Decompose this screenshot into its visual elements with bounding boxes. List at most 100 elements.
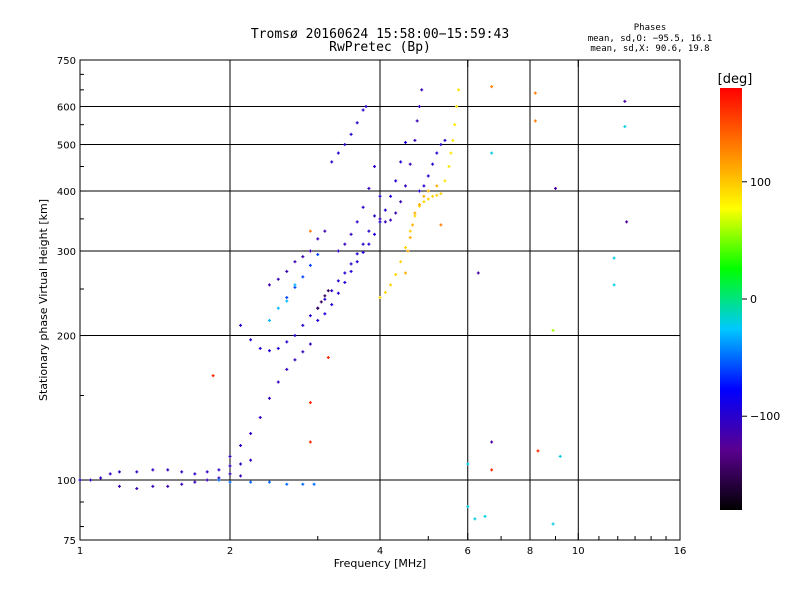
data-point bbox=[239, 462, 243, 466]
data-point bbox=[449, 151, 453, 155]
data-point bbox=[417, 105, 421, 109]
y-tick-label: 500 bbox=[57, 141, 76, 152]
y-tick-label: 400 bbox=[57, 187, 76, 198]
chart-title: Tromsø 20160624 15:58:00−15:59:43 bbox=[250, 27, 510, 42]
data-point bbox=[308, 229, 312, 233]
legend-mean-o: mean, sd,O: −95.5, 16.1 bbox=[587, 34, 713, 44]
legend-title: Phases bbox=[633, 23, 667, 33]
data-point bbox=[551, 522, 555, 526]
data-point bbox=[394, 273, 398, 277]
data-point bbox=[408, 236, 412, 240]
data-point bbox=[336, 151, 340, 155]
data-point bbox=[403, 271, 407, 275]
data-point bbox=[447, 164, 451, 168]
data-point bbox=[239, 323, 243, 327]
data-point bbox=[323, 312, 327, 316]
data-point bbox=[431, 194, 435, 198]
data-point bbox=[228, 464, 232, 468]
data-point bbox=[466, 462, 470, 466]
data-point bbox=[455, 105, 459, 109]
data-point bbox=[285, 299, 289, 303]
data-point bbox=[349, 232, 353, 236]
data-point bbox=[308, 314, 312, 318]
axis-ticks: 1 2 4 6 8 10 16 75 100 200 300 400 500 600 750 bbox=[57, 56, 686, 557]
grid bbox=[80, 60, 680, 540]
data-point bbox=[453, 123, 457, 127]
data-point bbox=[361, 250, 365, 254]
data-point bbox=[205, 478, 209, 482]
data-point bbox=[373, 164, 377, 168]
x-tick-label: 1 bbox=[77, 546, 83, 557]
data-point bbox=[361, 205, 365, 209]
data-point bbox=[151, 468, 155, 472]
data-point bbox=[623, 99, 627, 103]
data-point bbox=[336, 249, 340, 253]
data-point bbox=[623, 125, 627, 129]
data-point bbox=[435, 184, 439, 188]
legend-mean-x: mean, sd,X: 90.6, 19.8 bbox=[590, 44, 710, 54]
data-point bbox=[249, 432, 253, 436]
data-point bbox=[312, 482, 316, 486]
data-point bbox=[426, 197, 430, 201]
data-point bbox=[373, 232, 377, 236]
data-point bbox=[551, 328, 555, 332]
data-point bbox=[490, 85, 494, 89]
x-tick-label: 2 bbox=[227, 546, 233, 557]
data-point bbox=[413, 211, 417, 215]
data-point bbox=[343, 271, 347, 275]
data-point bbox=[308, 401, 312, 405]
data-point bbox=[403, 140, 407, 144]
data-point bbox=[553, 186, 557, 190]
data-point bbox=[301, 350, 305, 354]
data-point bbox=[193, 472, 197, 476]
data-point bbox=[408, 162, 412, 166]
data-point bbox=[326, 289, 330, 293]
data-point bbox=[349, 269, 353, 273]
data-points bbox=[78, 85, 629, 526]
data-point bbox=[330, 303, 334, 307]
data-point bbox=[249, 338, 253, 342]
data-point bbox=[89, 478, 93, 482]
data-point bbox=[293, 334, 297, 338]
data-point bbox=[316, 253, 320, 257]
data-point bbox=[249, 458, 253, 462]
data-point bbox=[533, 91, 537, 95]
x-tick-label: 6 bbox=[465, 546, 471, 557]
data-point bbox=[361, 242, 365, 246]
data-point bbox=[403, 246, 407, 250]
data-point bbox=[166, 468, 170, 472]
data-point bbox=[228, 480, 232, 484]
data-point bbox=[319, 300, 323, 304]
y-tick-label: 750 bbox=[57, 56, 76, 67]
data-point bbox=[258, 346, 262, 350]
data-point bbox=[383, 208, 387, 212]
data-point bbox=[308, 440, 312, 444]
y-tick-label: 200 bbox=[57, 332, 76, 343]
data-point bbox=[343, 143, 347, 147]
data-point bbox=[439, 192, 443, 196]
data-point bbox=[239, 444, 243, 448]
data-point bbox=[330, 289, 334, 293]
data-point bbox=[536, 449, 540, 453]
data-point bbox=[285, 367, 289, 371]
data-point bbox=[426, 189, 430, 193]
data-point bbox=[367, 229, 371, 233]
data-point bbox=[267, 318, 271, 322]
data-point bbox=[431, 162, 435, 166]
data-point bbox=[166, 484, 170, 488]
data-point bbox=[293, 283, 297, 287]
data-point bbox=[217, 478, 221, 482]
data-point bbox=[364, 105, 368, 109]
data-point bbox=[108, 472, 112, 476]
data-point bbox=[367, 242, 371, 246]
data-point bbox=[316, 237, 320, 241]
y-tick-label: 100 bbox=[57, 476, 76, 487]
data-point bbox=[323, 297, 327, 301]
data-point bbox=[420, 88, 424, 92]
data-point bbox=[343, 280, 347, 284]
data-point bbox=[308, 263, 312, 267]
x-tick-label: 10 bbox=[572, 546, 585, 557]
data-point bbox=[625, 220, 629, 224]
data-point bbox=[316, 306, 320, 310]
